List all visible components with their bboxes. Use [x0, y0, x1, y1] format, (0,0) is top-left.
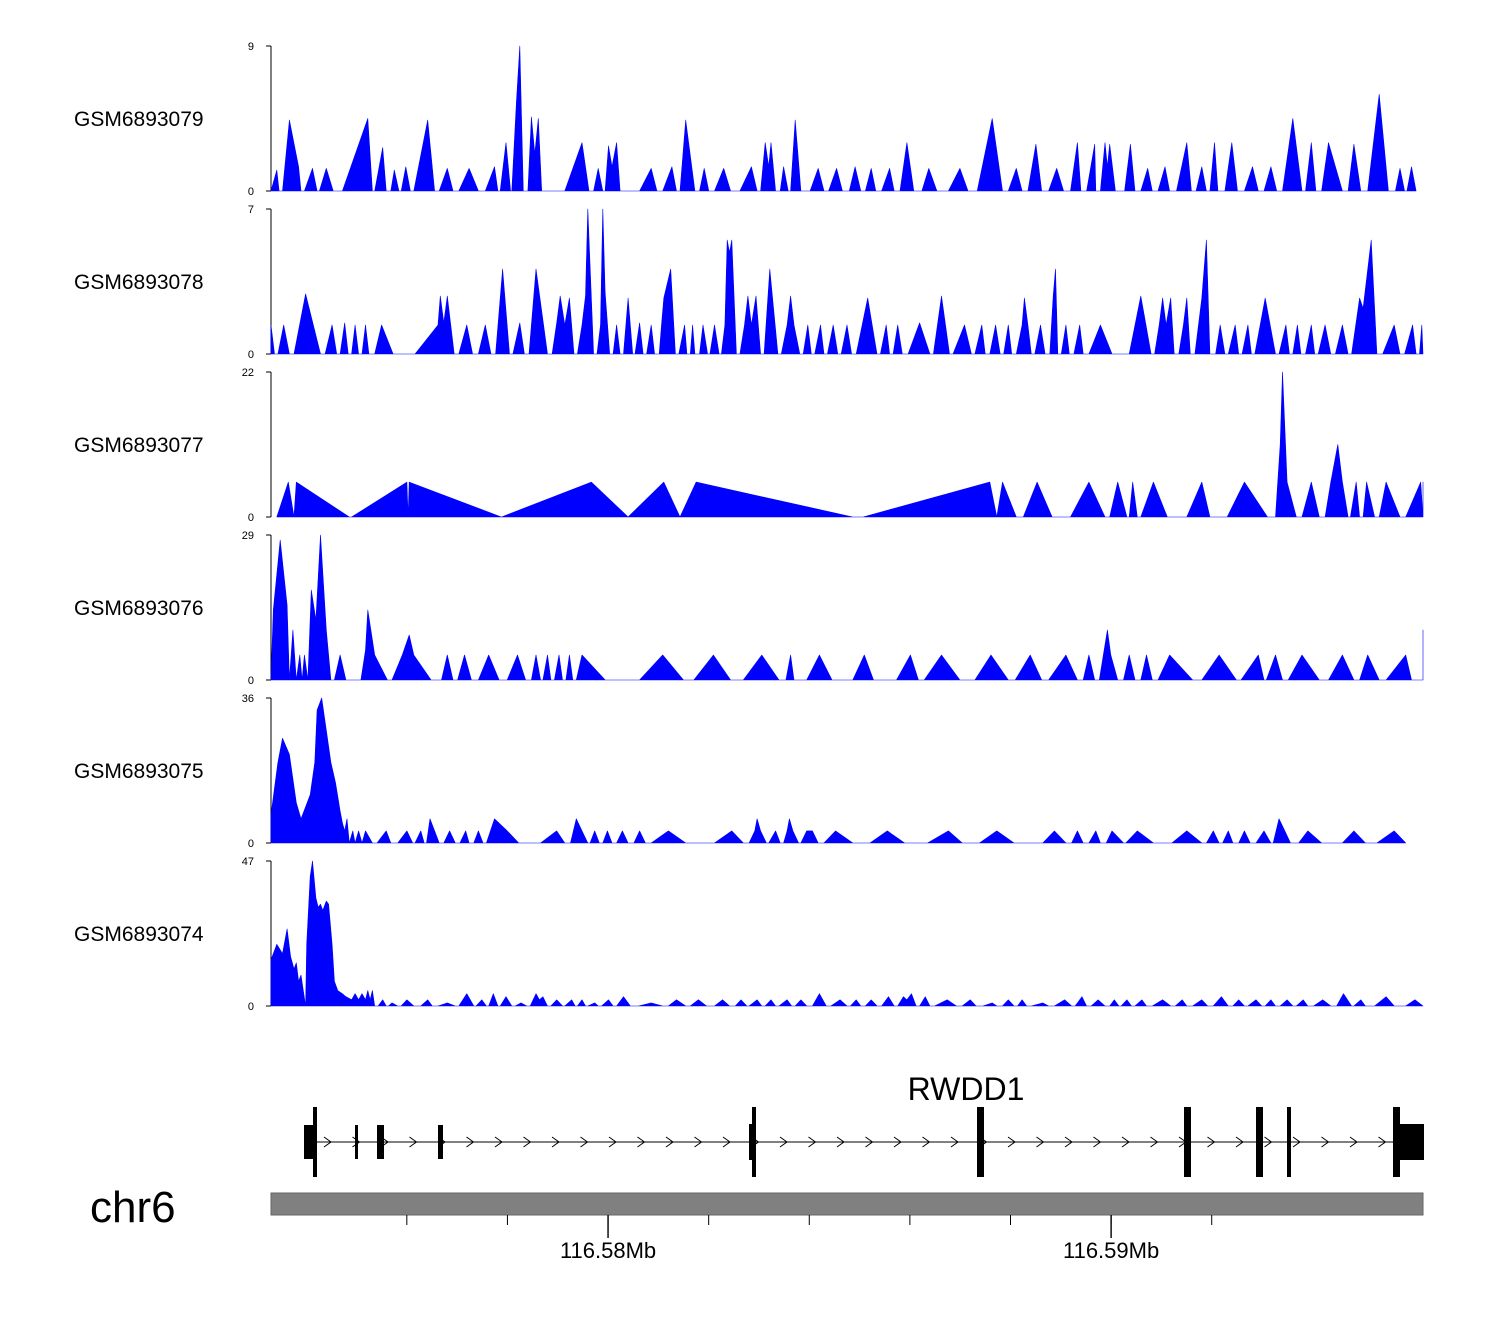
strand-arrow	[551, 1136, 560, 1148]
strand-arrow	[1349, 1136, 1358, 1148]
strand-arrow	[1150, 1136, 1159, 1148]
strand-arrow	[608, 1136, 617, 1148]
strand-arrow	[665, 1136, 674, 1148]
strand-arrow	[409, 1136, 418, 1148]
track-label: GSM6893076	[74, 597, 204, 620]
gene-name-label: RWDD1	[908, 1071, 1025, 1107]
y-axis-min-label: 0	[248, 512, 254, 524]
axis-tick-label-116-58: 116.58Mb	[560, 1238, 656, 1263]
track-GSM6893074: GSM6893074 47 0	[74, 856, 1424, 1013]
strand-arrow	[323, 1136, 332, 1148]
strand-arrow	[580, 1136, 589, 1148]
y-axis-max-label: 47	[242, 856, 254, 868]
coverage-area	[270, 208, 1424, 355]
strand-arrow	[1007, 1136, 1016, 1148]
exon	[1287, 1107, 1291, 1177]
exon	[752, 1107, 756, 1177]
strand-arrow	[1207, 1136, 1216, 1148]
strand-arrow	[1064, 1136, 1073, 1148]
exon	[355, 1125, 358, 1159]
gene-track: RWDD1	[304, 1071, 1424, 1177]
strand-arrow	[466, 1136, 475, 1148]
track-label: GSM6893074	[74, 923, 204, 946]
strand-arrow	[950, 1136, 959, 1148]
track-GSM6893075: GSM6893075 36 0	[74, 693, 1406, 850]
coverage-area	[270, 860, 1424, 1007]
track-GSM6893076: GSM6893076 29 0	[74, 530, 1424, 687]
y-axis-max-label: 9	[248, 41, 254, 53]
strand-arrow	[893, 1136, 902, 1148]
strand-arrow	[352, 1136, 361, 1148]
chromosome-label: chr6	[90, 1183, 176, 1232]
coverage-area	[270, 534, 1424, 681]
exon	[977, 1107, 984, 1177]
strand-arrow	[1292, 1136, 1301, 1148]
exon	[304, 1125, 314, 1159]
exon	[1184, 1107, 1191, 1177]
exon	[1393, 1107, 1400, 1177]
axis-ticks	[406, 1215, 1213, 1238]
y-axis-max-label: 36	[242, 693, 254, 705]
exon	[438, 1125, 443, 1159]
strand-arrow	[637, 1136, 646, 1148]
exon	[749, 1124, 754, 1160]
strand-arrow	[779, 1136, 788, 1148]
track-label: GSM6893077	[74, 434, 204, 457]
coverage-tracks: GSM689307990GSM689307870GSM6893077220GSM…	[74, 41, 1424, 1013]
track-GSM6893077: GSM6893077 22 0	[74, 367, 1424, 524]
y-axis-max-label: 7	[248, 204, 254, 216]
track-label: GSM6893078	[74, 271, 204, 294]
track-GSM6893079: GSM6893079 9 0	[74, 41, 1417, 198]
coverage-area	[276, 371, 1424, 518]
track-label: GSM6893079	[74, 108, 204, 131]
strand-arrow	[922, 1136, 931, 1148]
y-axis-min-label: 0	[248, 675, 254, 687]
strand-arrow	[808, 1136, 817, 1148]
strand-arrow	[1093, 1136, 1102, 1148]
strand-arrow	[865, 1136, 874, 1148]
strand-arrow	[1378, 1136, 1387, 1148]
strand-arrow	[694, 1136, 703, 1148]
strand-arrow	[1036, 1136, 1045, 1148]
y-axis-min-label: 0	[248, 1001, 254, 1013]
exon	[1400, 1124, 1424, 1160]
strand-arrow	[1321, 1136, 1330, 1148]
strand-arrow	[1235, 1136, 1244, 1148]
axis-tick-label-116-59: 116.59Mb	[1063, 1238, 1159, 1263]
strand-arrow	[722, 1136, 731, 1148]
chromosome-bar	[270, 1192, 1424, 1216]
y-axis-min-label: 0	[248, 186, 254, 198]
strand-arrow	[523, 1136, 532, 1148]
track-GSM6893078: GSM6893078 7 0	[74, 204, 1424, 361]
exon	[377, 1125, 384, 1159]
coverage-area	[270, 45, 1417, 192]
strand-arrow	[836, 1136, 845, 1148]
y-axis-min-label: 0	[248, 349, 254, 361]
strand-arrow	[494, 1136, 503, 1148]
y-axis-max-label: 22	[242, 367, 254, 379]
chromosome-axis: chr6 116.58Mb 116.59Mb	[90, 1183, 1424, 1263]
track-label: GSM6893075	[74, 760, 204, 783]
exon	[1256, 1107, 1263, 1177]
strand-arrow	[1121, 1136, 1130, 1148]
y-axis-min-label: 0	[248, 838, 254, 850]
coverage-area	[270, 697, 1406, 844]
strand-arrow	[1264, 1136, 1273, 1148]
exon	[313, 1107, 317, 1177]
y-axis-max-label: 29	[242, 530, 254, 542]
